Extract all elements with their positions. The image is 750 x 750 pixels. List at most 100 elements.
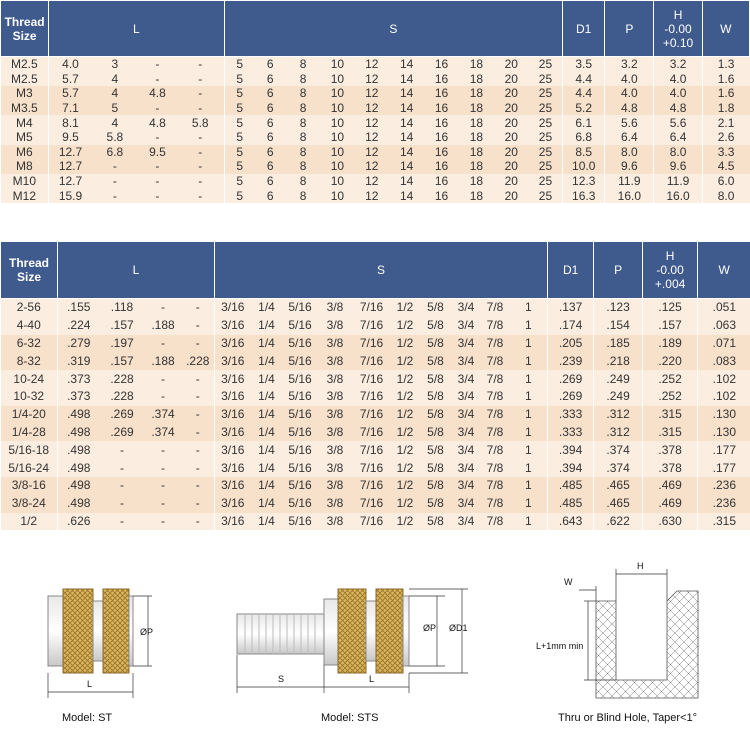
l-value-cell: - bbox=[145, 513, 182, 531]
l-value-cell: .373 bbox=[58, 388, 100, 406]
s-value-cell: 12 bbox=[354, 72, 389, 87]
p-value-cell: 3.2 bbox=[605, 57, 654, 72]
s-value-cell: 3/16 bbox=[215, 441, 251, 459]
thread-size-cell: M2.5 bbox=[1, 72, 49, 87]
s-value-cell: 1 bbox=[510, 370, 548, 388]
s-value-cell: 25 bbox=[529, 86, 563, 101]
s-value-cell: 5/16 bbox=[283, 406, 318, 424]
header-h-tol-plus: +0.10 bbox=[654, 36, 701, 50]
s-value-cell: 7/16 bbox=[353, 477, 391, 495]
s-value-cell: 16 bbox=[424, 145, 459, 160]
l-value-cell: - bbox=[182, 335, 215, 353]
s-value-cell: 12 bbox=[354, 174, 389, 189]
s-value-cell: 25 bbox=[529, 159, 563, 174]
l-value-cell: - bbox=[182, 441, 215, 459]
d1-value-cell: 5.2 bbox=[563, 101, 605, 116]
s-value-cell: 25 bbox=[529, 130, 563, 145]
s-value-cell: 8 bbox=[286, 130, 321, 145]
header-h-tol-plus: +.004 bbox=[643, 277, 697, 291]
s-value-cell: 7/8 bbox=[481, 406, 510, 424]
l-value-cell: 5 bbox=[92, 101, 138, 116]
s-value-cell: 14 bbox=[389, 174, 424, 189]
s-value-cell: 1 bbox=[510, 441, 548, 459]
sts-caption: Model: STS bbox=[321, 712, 378, 724]
s-value-cell: 3/16 bbox=[215, 317, 251, 335]
s-value-cell: 20 bbox=[494, 188, 529, 203]
h-value-cell: .252 bbox=[643, 388, 698, 406]
l-value-cell: - bbox=[138, 159, 177, 174]
s-value-cell: 14 bbox=[389, 145, 424, 160]
s-value-cell: 6 bbox=[255, 72, 286, 87]
l-value-cell: 4 bbox=[92, 72, 138, 87]
p-value-cell: 5.6 bbox=[605, 115, 654, 130]
s-value-cell: 16 bbox=[424, 57, 459, 72]
l-value-cell: .374 bbox=[145, 406, 182, 424]
s-value-cell: 3/4 bbox=[452, 335, 481, 353]
header-w: W bbox=[702, 1, 749, 57]
s-value-cell: 14 bbox=[389, 159, 424, 174]
thread-size-cell: M10 bbox=[1, 174, 49, 189]
l-value-cell: 4.8 bbox=[138, 86, 177, 101]
l-value-cell: .197 bbox=[100, 335, 145, 353]
s-value-cell: 1 bbox=[510, 459, 548, 477]
l-value-cell: - bbox=[92, 188, 138, 203]
h-value-cell: .469 bbox=[643, 477, 698, 495]
s-value-cell: 8 bbox=[286, 159, 321, 174]
l-value-cell: 4.0 bbox=[49, 57, 92, 72]
p-value-cell: .249 bbox=[594, 388, 643, 406]
d1-value-cell: .394 bbox=[548, 459, 594, 477]
s-value-cell: 3/4 bbox=[452, 406, 481, 424]
s-value-cell: 5 bbox=[224, 86, 255, 101]
s-value-cell: 1/2 bbox=[391, 459, 420, 477]
l-value-cell: 8.1 bbox=[49, 115, 92, 130]
d1-value-cell: .485 bbox=[548, 495, 594, 513]
s-value-cell: 7/16 bbox=[353, 459, 391, 477]
s-value-cell: 10 bbox=[321, 115, 355, 130]
d1-value-cell: .239 bbox=[548, 352, 594, 370]
thread-size-cell: 3/8-16 bbox=[1, 477, 58, 495]
s-value-cell: 6 bbox=[255, 101, 286, 116]
l-value-cell: - bbox=[182, 513, 215, 531]
s-value-cell: 18 bbox=[459, 86, 494, 101]
header-h: H-0.00+0.10 bbox=[654, 1, 702, 57]
s-value-cell: 20 bbox=[494, 174, 529, 189]
s-value-cell: 1 bbox=[510, 335, 548, 353]
l-value-cell: - bbox=[100, 441, 145, 459]
s-value-cell: 16 bbox=[424, 86, 459, 101]
model-st-drawing: ØP L bbox=[48, 589, 153, 698]
s-value-cell: 3/16 bbox=[215, 335, 251, 353]
s-value-cell: 14 bbox=[389, 57, 424, 72]
s-value-cell: 3/4 bbox=[452, 495, 481, 513]
thread-size-cell: 4-40 bbox=[1, 317, 58, 335]
s-value-cell: 3/8 bbox=[318, 441, 353, 459]
l-value-cell: 12.7 bbox=[49, 174, 92, 189]
s-value-cell: 16 bbox=[424, 188, 459, 203]
s-value-cell: 7/8 bbox=[481, 424, 510, 442]
w-value-cell: .130 bbox=[698, 406, 750, 424]
l-value-cell: .498 bbox=[58, 441, 100, 459]
h-value-cell: 4.0 bbox=[654, 72, 702, 87]
h-value-cell: 6.4 bbox=[654, 130, 702, 145]
s-value-cell: 1/4 bbox=[251, 441, 283, 459]
s-value-cell: 14 bbox=[389, 101, 424, 116]
l-value-cell: - bbox=[100, 477, 145, 495]
h-value-cell: 4.8 bbox=[654, 101, 702, 116]
s-value-cell: 18 bbox=[459, 115, 494, 130]
s-value-cell: 6 bbox=[255, 130, 286, 145]
s-value-cell: 10 bbox=[321, 130, 355, 145]
s-value-cell: 1/4 bbox=[251, 477, 283, 495]
w-value-cell: 1.6 bbox=[702, 86, 749, 101]
s-value-cell: 8 bbox=[286, 57, 321, 72]
s-value-cell: 3/4 bbox=[452, 352, 481, 370]
s-value-cell: 1 bbox=[510, 477, 548, 495]
s-value-cell: 1/2 bbox=[391, 513, 420, 531]
s-value-cell: 5/8 bbox=[420, 477, 452, 495]
s-value-cell: 12 bbox=[354, 57, 389, 72]
s-value-cell: 1/4 bbox=[251, 352, 283, 370]
s-value-cell: 1/4 bbox=[251, 406, 283, 424]
s-value-cell: 6 bbox=[255, 188, 286, 203]
p-value-cell: 6.4 bbox=[605, 130, 654, 145]
